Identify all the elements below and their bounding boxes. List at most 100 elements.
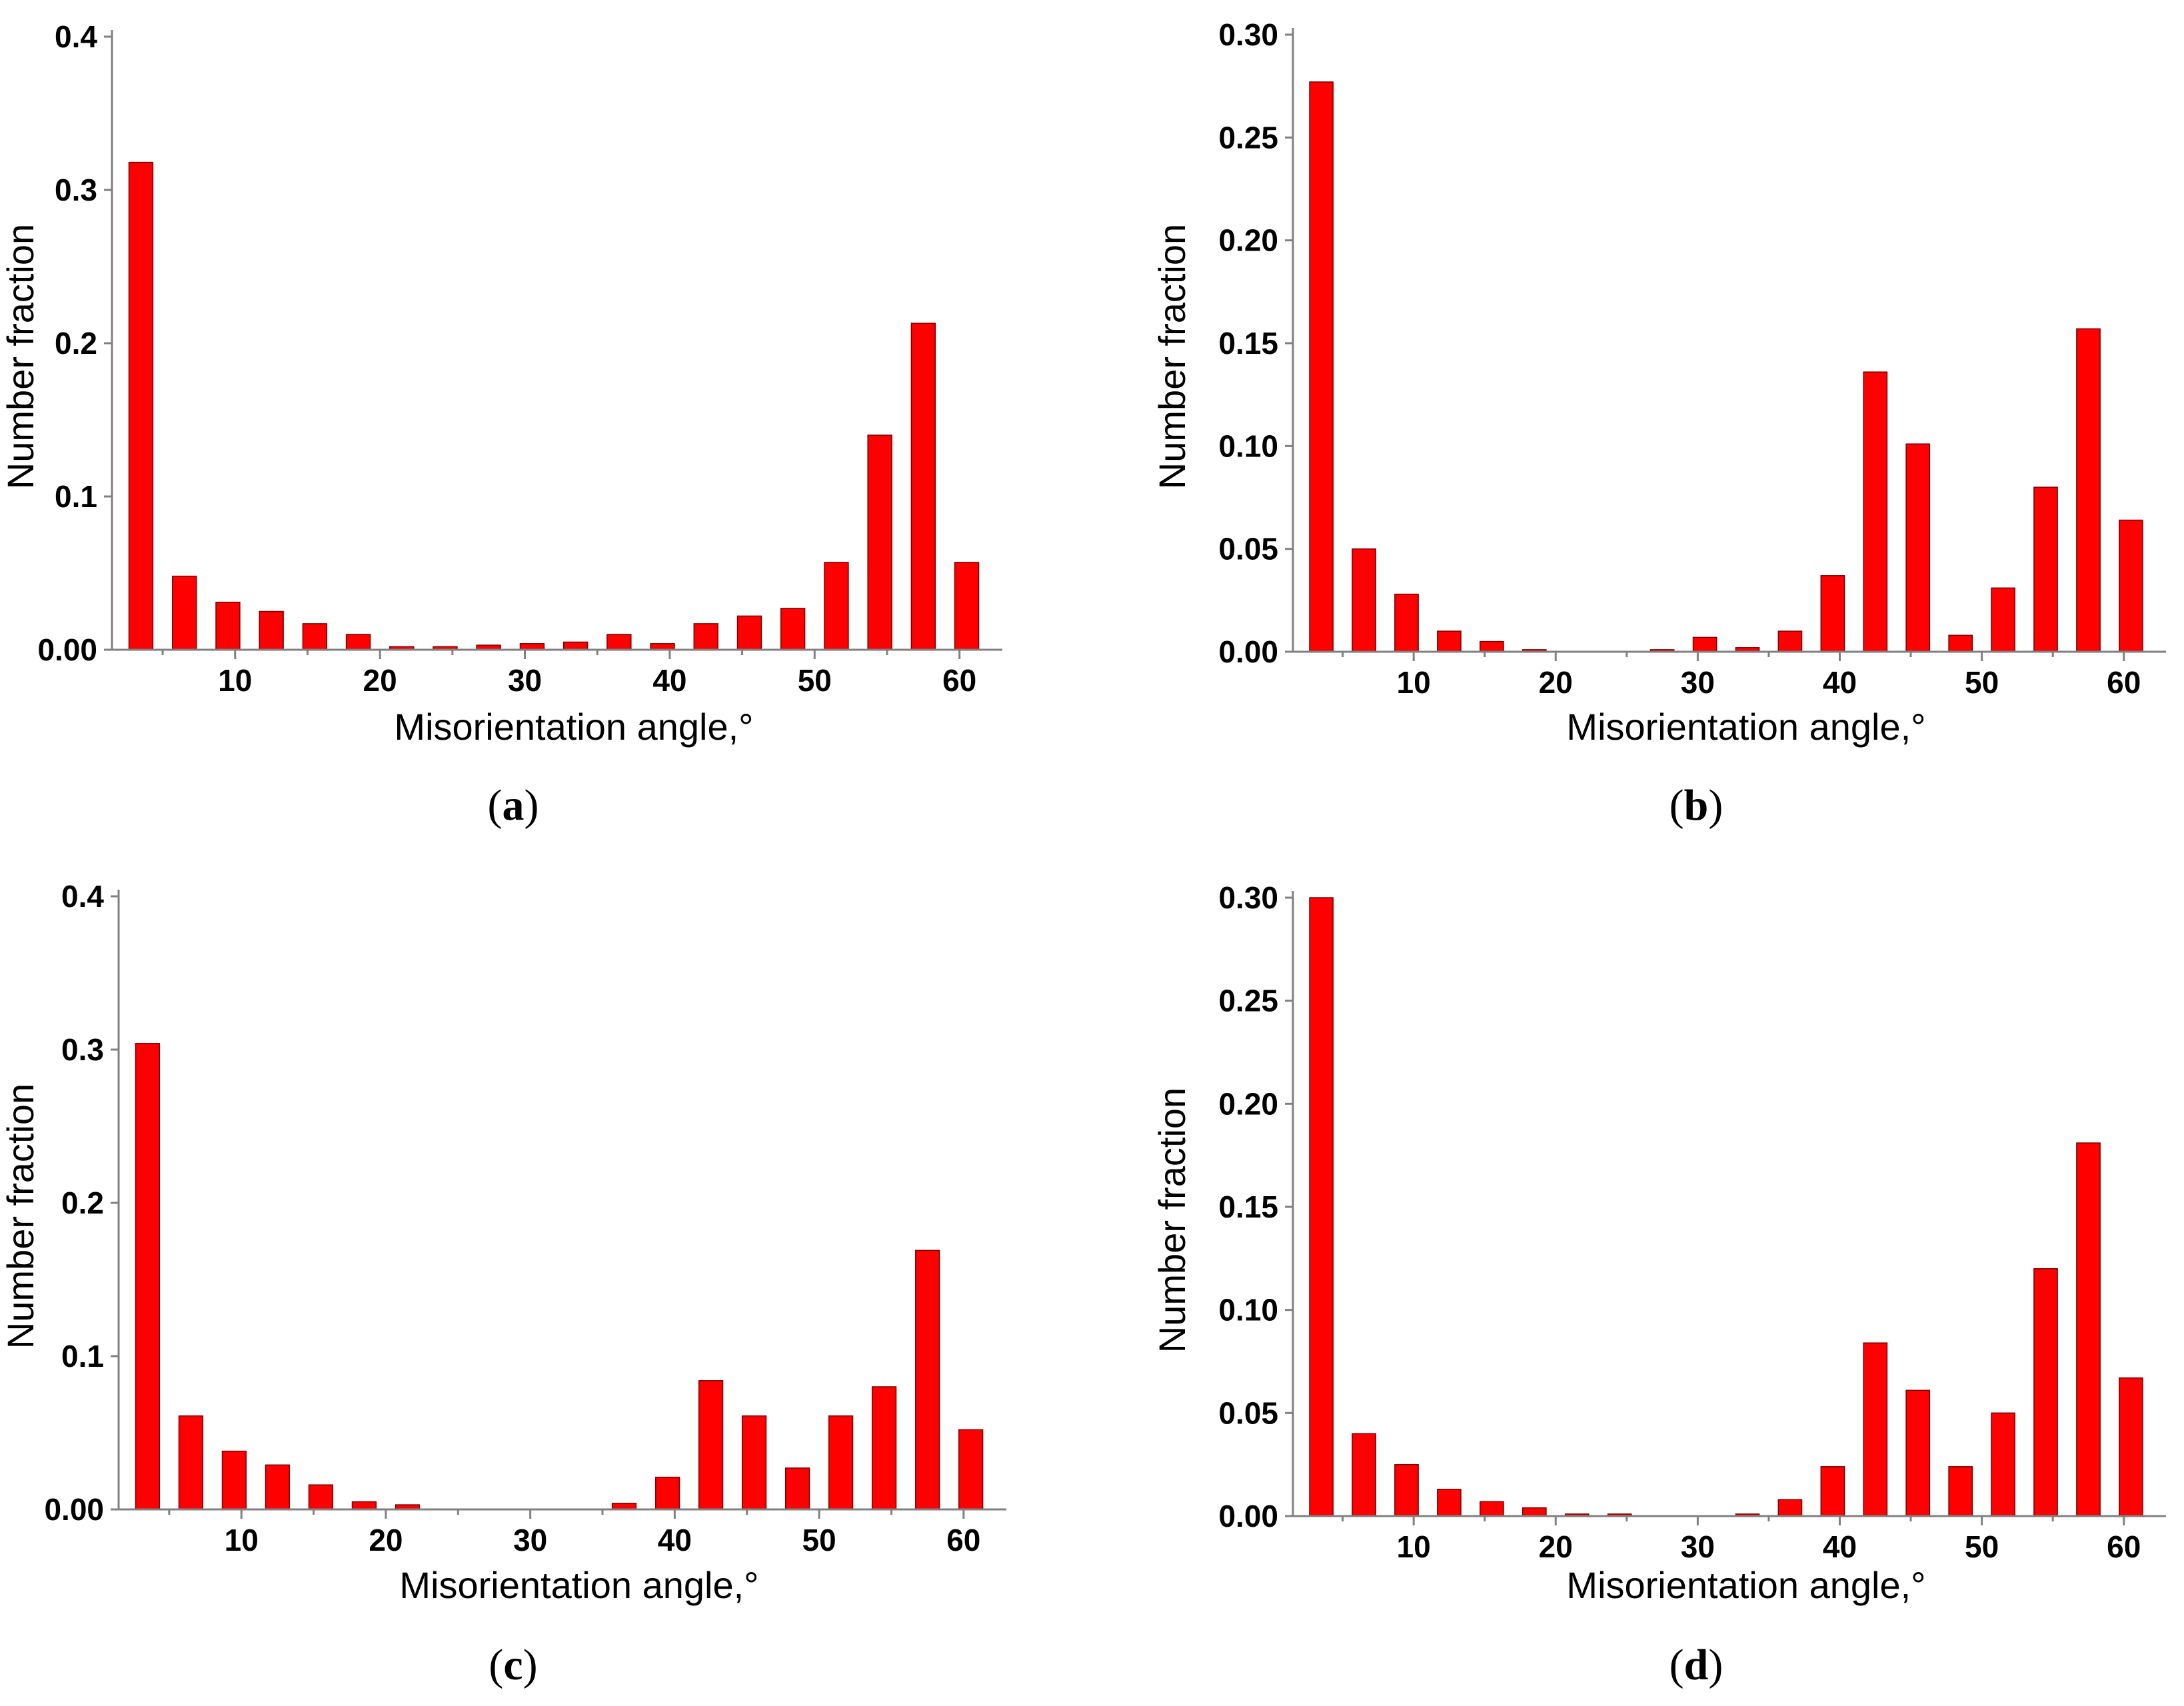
y-tick-label-b-3: 0.15 — [1218, 326, 1278, 361]
bar-b-19 — [2119, 519, 2143, 652]
caption-letter: d — [1684, 1641, 1709, 1689]
bar-a-4 — [302, 623, 328, 650]
y-tick-label-b-5: 0.25 — [1218, 120, 1278, 155]
x-tick-label-d-2: 30 — [1681, 1529, 1715, 1564]
bar-d-15 — [1948, 1466, 1973, 1517]
y-tick-label-d-5: 0.25 — [1218, 984, 1278, 1018]
y-tick-label-d-6: 0.30 — [1218, 880, 1278, 915]
caption-close-paren: ) — [523, 1641, 538, 1689]
bar-a-10 — [562, 641, 588, 650]
y-axis-title-d: Number fraction — [1151, 1088, 1193, 1353]
x-tick-label-a-4: 50 — [798, 663, 832, 698]
x-tick-label-d-5: 60 — [2107, 1529, 2141, 1564]
bar-d-18 — [2076, 1142, 2101, 1517]
bar-b-2 — [1394, 593, 1419, 652]
bar-a-1 — [172, 575, 197, 650]
panel-caption-a: (a) — [488, 781, 539, 830]
bar-a-19 — [954, 562, 980, 650]
x-axis-title-a: Misorientation angle,° — [394, 706, 753, 748]
bar-d-19 — [2119, 1377, 2143, 1517]
bar-a-11 — [606, 634, 632, 650]
x-tick-label-b-3: 40 — [1823, 665, 1857, 700]
y-tick-label-d-2: 0.10 — [1218, 1293, 1278, 1327]
x-tick-label-a-2: 30 — [508, 663, 542, 698]
caption-open-paren: ( — [488, 781, 503, 830]
bar-b-16 — [1991, 587, 2015, 652]
y-tick-label-b-0: 0.00 — [1218, 634, 1278, 669]
bar-c-5 — [351, 1501, 377, 1510]
y-axis-title-b: Number fraction — [1151, 224, 1193, 489]
x-tick-label-d-3: 40 — [1823, 1529, 1857, 1564]
bar-d-3 — [1437, 1489, 1462, 1517]
y-tick-label-d-1: 0.05 — [1218, 1395, 1278, 1430]
y-tick-label-c-0: 0.00 — [44, 1492, 104, 1527]
bar-b-3 — [1437, 630, 1462, 652]
x-tick-label-c-3: 40 — [658, 1523, 692, 1557]
bar-a-0 — [128, 161, 154, 650]
bar-c-4 — [308, 1484, 334, 1510]
bar-d-16 — [1991, 1412, 2015, 1517]
caption-open-paren: ( — [489, 1641, 503, 1689]
y-axis-title-a: Number fraction — [0, 224, 41, 489]
bar-b-14 — [1905, 443, 1931, 652]
bar-c-1 — [178, 1415, 204, 1510]
bar-d-11 — [1777, 1499, 1803, 1517]
bar-a-5 — [345, 634, 371, 650]
bar-d-5 — [1522, 1507, 1547, 1517]
x-tick-label-a-3: 40 — [652, 663, 686, 698]
y-tick-label-b-4: 0.20 — [1218, 223, 1278, 258]
bar-a-13 — [693, 623, 718, 650]
y-tick-label-d-0: 0.00 — [1218, 1499, 1278, 1533]
x-tick-label-b-2: 30 — [1681, 665, 1715, 700]
bar-d-13 — [1863, 1342, 1888, 1517]
x-tick-label-c-2: 30 — [513, 1523, 547, 1557]
bar-d-2 — [1394, 1463, 1419, 1517]
x-tick-label-b-0: 10 — [1397, 665, 1431, 700]
bar-a-14 — [736, 615, 762, 650]
bar-b-15 — [1948, 634, 1973, 652]
bar-c-19 — [958, 1429, 984, 1510]
bar-d-14 — [1905, 1389, 1931, 1517]
bar-a-17 — [867, 434, 892, 650]
chart-panel-d: 0.00 0.05 0.10 0.15 0.20 0.25 0.30 10 20 30 40 50 60… — [1151, 880, 2166, 1689]
y-tick-label-b-2: 0.10 — [1218, 428, 1278, 463]
bar-b-9 — [1692, 636, 1717, 652]
x-tick-label-a-0: 10 — [218, 663, 252, 698]
y-tick-label-a-4: 0.4 — [55, 19, 97, 54]
caption-close-paren: ) — [1708, 1641, 1723, 1689]
y-tick-label-d-4: 0.20 — [1218, 1086, 1278, 1121]
y-tick-label-a-2: 0.2 — [55, 326, 97, 361]
bar-d-0 — [1309, 897, 1334, 1517]
x-tick-label-d-1: 20 — [1539, 1529, 1573, 1564]
bar-c-16 — [828, 1415, 854, 1510]
caption-letter: a — [503, 781, 525, 830]
x-tick-label-a-1: 20 — [363, 663, 397, 698]
x-tick-label-d-0: 10 — [1397, 1529, 1431, 1564]
bar-a-15 — [780, 608, 806, 650]
bar-d-1 — [1352, 1433, 1376, 1517]
chart-panel-c: 0.00 0.1 0.2 0.3 0.4 10 20 30 40 50 60 Misorientati… — [0, 879, 1006, 1689]
caption-letter: c — [503, 1641, 523, 1689]
bar-c-14 — [741, 1415, 767, 1510]
y-tick-label-a-0: 0.00 — [37, 632, 97, 667]
bar-b-18 — [2076, 328, 2101, 652]
bar-c-17 — [871, 1386, 897, 1510]
bar-b-11 — [1777, 630, 1803, 652]
bar-c-13 — [698, 1380, 724, 1510]
bar-d-12 — [1820, 1466, 1845, 1517]
y-axis-title-c: Number fraction — [0, 1084, 41, 1349]
bar-c-0 — [135, 1043, 161, 1510]
bar-c-15 — [784, 1467, 810, 1510]
y-tick-label-c-2: 0.2 — [61, 1186, 104, 1220]
bar-c-18 — [915, 1250, 940, 1510]
bar-c-2 — [221, 1450, 247, 1510]
bar-b-17 — [2033, 486, 2058, 652]
bar-c-12 — [654, 1476, 680, 1510]
caption-open-paren: ( — [1669, 1641, 1684, 1689]
y-tick-label-b-6: 0.30 — [1218, 17, 1278, 52]
x-axis-title-d: Misorientation angle,° — [1566, 1564, 1925, 1606]
bar-b-4 — [1480, 640, 1504, 652]
bar-a-18 — [910, 323, 936, 650]
x-tick-label-c-0: 10 — [225, 1523, 259, 1557]
